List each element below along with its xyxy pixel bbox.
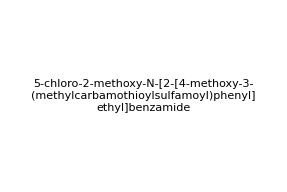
Text: 5-chloro-2-methoxy-N-[2-[4-methoxy-3-
(methylcarbamothioylsulfamoyl)phenyl]
ethy: 5-chloro-2-methoxy-N-[2-[4-methoxy-3- (m… [31, 79, 256, 113]
